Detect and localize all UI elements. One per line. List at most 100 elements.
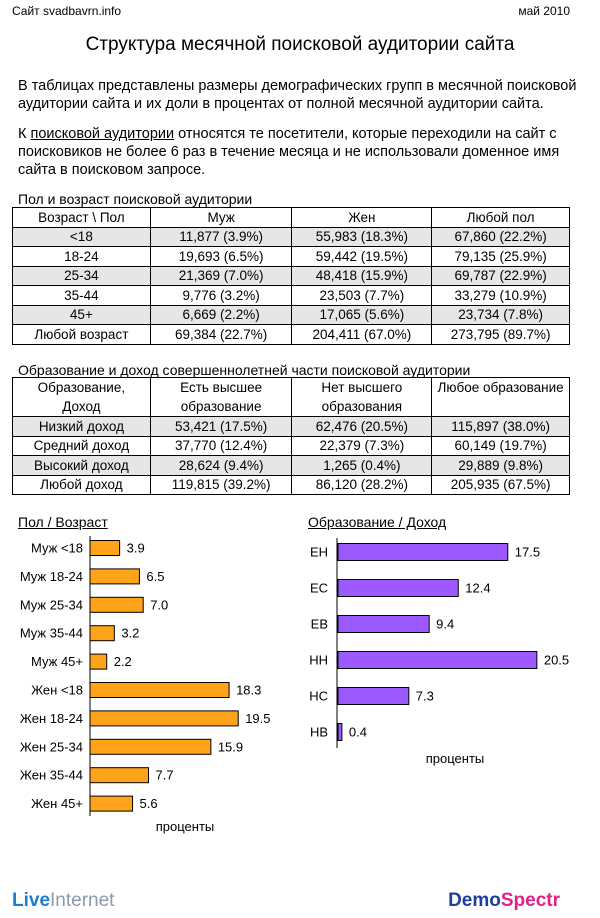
chart1-bar	[89, 568, 140, 585]
table-cell: 29,889 (9.8%)	[431, 455, 570, 476]
chart2-x-axis-label: проценты	[426, 751, 485, 766]
chart1-category-label: Жен 18-24	[20, 711, 83, 726]
table-cell: 60,149 (19.7%)	[431, 435, 570, 456]
table-row: 35-44 9,776 (3.2%) 23,503 (7.7%) 33,279 …	[12, 285, 570, 306]
table-cell: 86,120 (28.2%)	[291, 474, 433, 495]
chart2-category-label: ЕС	[310, 581, 328, 596]
header-line: Доход	[62, 399, 101, 414]
table-cell: 69,384 (22.7%)	[149, 324, 293, 345]
definition-paragraph: К поисковой аудитории относятся те посет…	[18, 125, 578, 179]
table-cell: 25-34	[12, 265, 151, 286]
chart1-bar	[89, 540, 121, 556]
chart2-category-label: ЕН	[310, 545, 328, 560]
table1-header-row: Возраст \ Пол Муж Жен Любой пол	[12, 207, 570, 228]
table2-title: Образование и доход совершеннолетней час…	[18, 362, 471, 378]
chart1-value-label: 3.9	[127, 541, 145, 556]
logo-part: Spectr	[500, 890, 560, 911]
chart2-value-label: 0.4	[349, 725, 367, 740]
site-label: Сайт svadbavrn.info	[12, 4, 122, 18]
table-cell: 53,421 (17.5%)	[149, 416, 293, 437]
table-cell: Любой возраст	[12, 324, 151, 345]
table2-header-row: Образование, Доход Есть высшее образование…	[12, 377, 570, 417]
table-row: 45+ 6,669 (2.2%) 17,065 (5.6%) 23,734 (7…	[12, 304, 570, 325]
report-date: май 2010	[518, 4, 570, 18]
chart2-category-label: НВ	[310, 725, 328, 740]
logo-part: Live	[12, 890, 51, 911]
table-cell: 115,897 (38.0%)	[431, 416, 570, 437]
table1-header-cell: Любой пол	[431, 207, 570, 228]
chart1-bar	[89, 738, 212, 755]
table-total-row: Любой возраст 69,384 (22.7%) 204,411 (67…	[12, 324, 570, 345]
logo-part: Demo	[448, 890, 501, 911]
chart1-value-label: 6.5	[146, 569, 164, 584]
table-cell: 67,860 (22.2%)	[431, 226, 570, 247]
chart2-value-label: 9.4	[436, 617, 454, 632]
chart1-bar	[89, 653, 108, 670]
page-title: Структура месячной поисковой аудитории с…	[85, 34, 515, 55]
chart2-bar	[337, 615, 430, 633]
chart1-value-label: 7.7	[156, 768, 174, 783]
chart2-bar	[337, 723, 343, 741]
chart1-value-label: 15.9	[218, 739, 243, 754]
table2-header-cell: Образование, Доход	[12, 377, 151, 417]
table-cell: 22,379 (7.3%)	[291, 435, 433, 456]
header-line: образования	[321, 399, 403, 414]
liveinternet-logo: LiveInternet	[12, 890, 114, 912]
chart1-category-label: Жен 25-34	[20, 739, 83, 754]
intro-paragraph: В таблицах представлены размеры демограф…	[18, 78, 577, 112]
table-row: 18-24 19,693 (6.5%) 59,442 (19.5%) 79,13…	[12, 246, 570, 267]
chart1-category-label: Жен <18	[31, 683, 83, 698]
table-cell: 9,776 (3.2%)	[149, 285, 293, 306]
chart1-bar	[89, 710, 239, 727]
table1-header-cell: Муж	[149, 207, 293, 228]
header-line: Есть высшее	[180, 380, 263, 395]
demospectr-logo: DemoSpectr	[448, 890, 560, 912]
chart2-value-label: 17.5	[515, 545, 540, 560]
chart1-value-label: 7.0	[150, 597, 168, 612]
chart1-category-label: Муж 35-44	[20, 626, 83, 641]
header-line: Образование,	[37, 380, 126, 395]
table-cell: 23,734 (7.8%)	[431, 304, 570, 325]
chart1-x-axis-label: проценты	[156, 819, 215, 834]
chart1-category-label: Жен 45+	[31, 796, 83, 811]
table-cell: 273,795 (89.7%)	[431, 324, 570, 345]
header-line: образование	[180, 399, 262, 414]
table-cell: 19,693 (6.5%)	[149, 246, 293, 267]
chart1-title: Пол / Возраст	[18, 514, 108, 530]
table-cell: 1,265 (0.4%)	[291, 455, 433, 476]
chart2-value-label: 12.4	[465, 581, 490, 596]
table1-header-cell: Возраст \ Пол	[12, 207, 151, 228]
logo-part: Internet	[50, 890, 115, 911]
definition-term-link[interactable]: поисковой аудитории	[30, 126, 175, 142]
gender-age-table: Возраст \ Пол Муж Жен Любой пол <18 11,8…	[12, 207, 570, 345]
chart2-bar	[337, 579, 459, 597]
table2-header-cell: Любое образование	[431, 377, 570, 417]
chart1-category-label: Муж <18	[31, 541, 83, 556]
table-cell: 45+	[12, 304, 151, 325]
chart2-category-label: ЕВ	[311, 617, 328, 632]
table1-title: Пол и возраст поисковой аудитории	[18, 191, 253, 207]
table-cell: 37,770 (12.4%)	[149, 435, 293, 456]
definition-text: относятся те посетители, которые переход…	[18, 126, 560, 178]
table-cell: Низкий доход	[12, 416, 151, 437]
table-cell: 204,411 (67.0%)	[291, 324, 433, 345]
definition-prefix: К	[18, 126, 31, 142]
chart1-bar	[89, 596, 144, 613]
table-cell: 79,135 (25.9%)	[431, 246, 570, 267]
header-line: Любое образование	[437, 380, 564, 395]
chart2-bar	[337, 543, 509, 561]
chart1-value-label: 3.2	[121, 626, 139, 641]
table-cell: Высокий доход	[12, 455, 151, 476]
chart2-category-label: НН	[309, 653, 328, 668]
table-cell: Любой доход	[12, 474, 151, 495]
chart1-bar	[89, 682, 230, 698]
chart1-category-label: Муж 45+	[31, 654, 83, 669]
chart2-category-label: НС	[309, 689, 328, 704]
table-row: <18 11,877 (3.9%) 55,983 (18.3%) 67,860 …	[12, 226, 570, 247]
chart1-bar	[89, 795, 134, 812]
chart2-title: Образование / Доход	[308, 514, 447, 530]
table2-header-cell: Нет высшего образования	[291, 377, 433, 417]
table-cell: 21,369 (7.0%)	[149, 265, 293, 286]
table-cell: 33,279 (10.9%)	[431, 285, 570, 306]
